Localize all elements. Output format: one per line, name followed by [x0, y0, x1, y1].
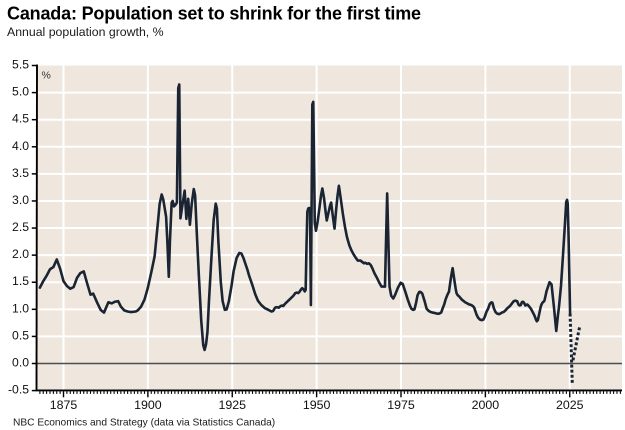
- svg-text:1875: 1875: [50, 398, 78, 412]
- svg-text:1.0: 1.0: [12, 301, 29, 315]
- svg-text:1.5: 1.5: [12, 274, 29, 288]
- svg-text:1925: 1925: [218, 398, 246, 412]
- svg-text:1900: 1900: [134, 398, 162, 412]
- svg-text:Annual population growth, %: Annual population growth, %: [7, 25, 164, 39]
- svg-text:1950: 1950: [303, 398, 331, 412]
- svg-text:5.5: 5.5: [12, 58, 29, 72]
- svg-text:3.0: 3.0: [12, 193, 29, 207]
- svg-text:4.5: 4.5: [12, 112, 29, 126]
- svg-text:Canada: Population set to shri: Canada: Population set to shrink for the…: [7, 3, 421, 23]
- svg-text:2.5: 2.5: [12, 220, 29, 234]
- svg-text:3.5: 3.5: [12, 166, 29, 180]
- svg-text:0.0: 0.0: [12, 356, 29, 370]
- svg-text:2.0: 2.0: [12, 247, 29, 261]
- svg-text:-0.5: -0.5: [8, 383, 29, 397]
- svg-text:NBC Economics and Strategy (da: NBC Economics and Strategy (data via Sta…: [13, 417, 275, 428]
- svg-text:%: %: [42, 70, 51, 82]
- svg-text:1975: 1975: [387, 398, 415, 412]
- svg-text:4.0: 4.0: [12, 139, 29, 153]
- svg-text:2025: 2025: [556, 398, 584, 412]
- svg-text:2000: 2000: [472, 398, 500, 412]
- svg-text:0.5: 0.5: [12, 328, 29, 342]
- svg-text:5.0: 5.0: [12, 85, 29, 99]
